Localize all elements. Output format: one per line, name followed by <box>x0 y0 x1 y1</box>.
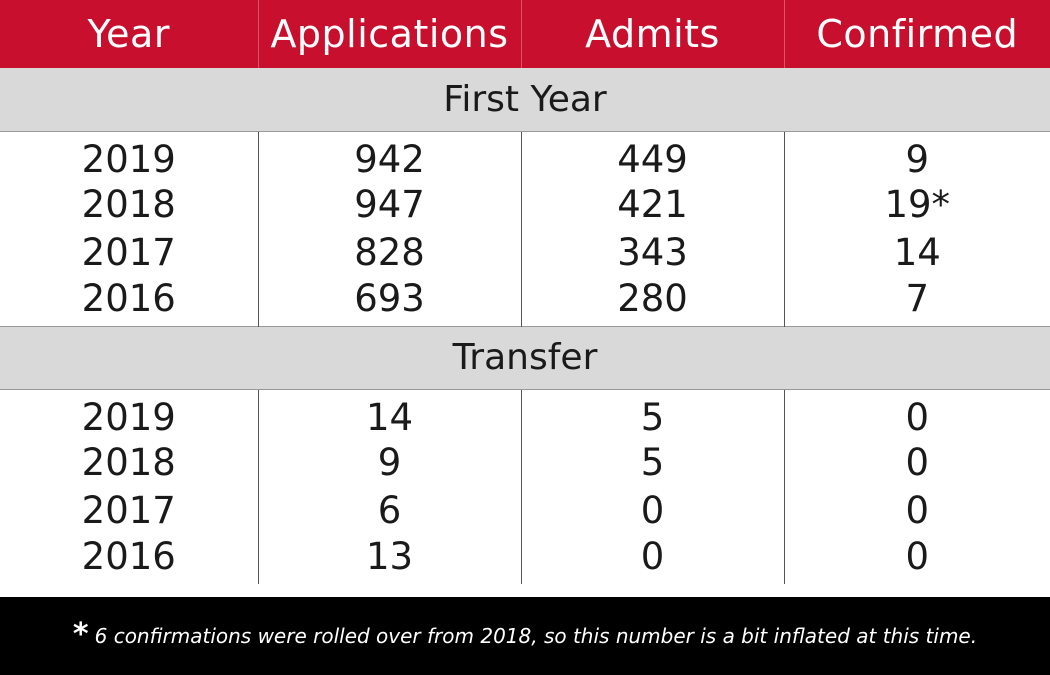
section-title: Transfer <box>0 325 1050 390</box>
cell-year: 2017 <box>81 231 176 274</box>
section-header-first-year: First Year <box>0 68 1050 132</box>
cell-confirmed: 7 <box>783 276 1050 326</box>
cell-confirmed: 9 <box>783 131 1050 181</box>
cell-confirmed: 0 <box>783 534 1050 584</box>
cell-applications: 6 <box>257 486 521 535</box>
cell-admits: 449 <box>520 131 784 181</box>
cell-applications: 947 <box>257 180 521 229</box>
cell-year: 2019 <box>81 395 176 439</box>
cell-confirmed: 19* <box>783 180 1050 229</box>
header-admits: Admits <box>520 0 784 68</box>
cell-admits: 5 <box>520 438 784 487</box>
cell-admits: 5 <box>520 389 784 439</box>
table-row: 2017 828 343 14 <box>0 228 1050 277</box>
footnote-bar: * 6 confirmations were rolled over from … <box>0 597 1050 675</box>
cell-admits: 0 <box>520 534 784 584</box>
admissions-table-container: Year Applications Admits Confirmed First… <box>0 0 1050 584</box>
cell-year: 2019 <box>81 137 176 181</box>
table-row: 2019 14 5 0 <box>0 389 1050 439</box>
cell-confirmed: 0 <box>783 389 1050 439</box>
cell-year: 2016 <box>81 276 176 320</box>
cell-year: 2018 <box>81 441 176 484</box>
cell-confirmed: 0 <box>783 486 1050 535</box>
section-title: First Year <box>0 68 1050 132</box>
cell-applications: 13 <box>257 534 521 584</box>
cell-year: 2018 <box>81 183 176 226</box>
table-row: 2016 693 280 7 <box>0 276 1050 326</box>
table-row: 2017 6 0 0 <box>0 486 1050 535</box>
cell-year: 2017 <box>81 489 176 532</box>
cell-admits: 421 <box>520 180 784 229</box>
header-confirmed: Confirmed <box>783 0 1050 68</box>
cell-confirmed: 14 <box>783 228 1050 277</box>
section-header-transfer: Transfer <box>0 325 1050 390</box>
footnote-marker: * <box>72 616 89 652</box>
cell-applications: 942 <box>257 131 521 181</box>
cell-admits: 343 <box>520 228 784 277</box>
footnote-text: 6 confirmations were rolled over from 20… <box>94 624 978 648</box>
cell-confirmed: 0 <box>783 438 1050 487</box>
cell-admits: 280 <box>520 276 784 326</box>
header-year: Year <box>0 0 258 68</box>
cell-admits: 0 <box>520 486 784 535</box>
cell-applications: 693 <box>257 276 521 326</box>
table-row: 2018 9 5 0 <box>0 438 1050 487</box>
table-row: 2016 13 0 0 <box>0 534 1050 584</box>
cell-applications: 828 <box>257 228 521 277</box>
admissions-table: Year Applications Admits Confirmed First… <box>0 0 1050 584</box>
table-header-row: Year Applications Admits Confirmed <box>0 0 1050 68</box>
header-applications: Applications <box>257 0 521 68</box>
table-row: 2019 942 449 9 <box>0 131 1050 181</box>
cell-applications: 9 <box>257 438 521 487</box>
table-row: 2018 947 421 19* <box>0 180 1050 229</box>
cell-year: 2016 <box>81 534 176 578</box>
cell-applications: 14 <box>257 389 521 439</box>
